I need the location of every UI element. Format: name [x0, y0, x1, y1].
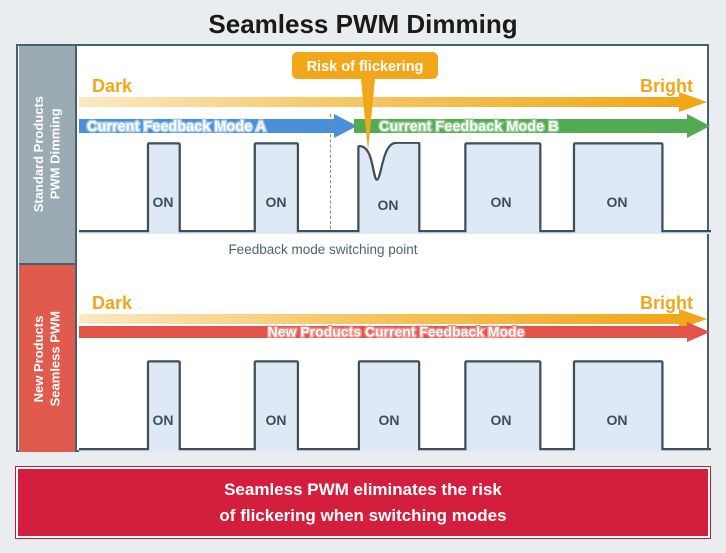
svg-text:ON: ON [153, 412, 174, 428]
svg-text:ON: ON [491, 194, 512, 210]
svg-text:Current Feedback Mode A: Current Feedback Mode A [87, 119, 267, 135]
svg-text:New Products Current Feedback: New Products Current Feedback Mode [268, 324, 525, 340]
svg-text:ON: ON [266, 194, 287, 210]
svg-text:ON: ON [153, 194, 174, 210]
svg-text:ON: ON [266, 412, 287, 428]
svg-text:ON: ON [607, 194, 628, 210]
svg-text:ON: ON [379, 412, 400, 428]
svg-text:ON: ON [378, 197, 399, 213]
svg-text:ON: ON [491, 412, 512, 428]
svg-text:Risk of flickering: Risk of flickering [307, 59, 424, 75]
svg-text:ON: ON [607, 412, 628, 428]
